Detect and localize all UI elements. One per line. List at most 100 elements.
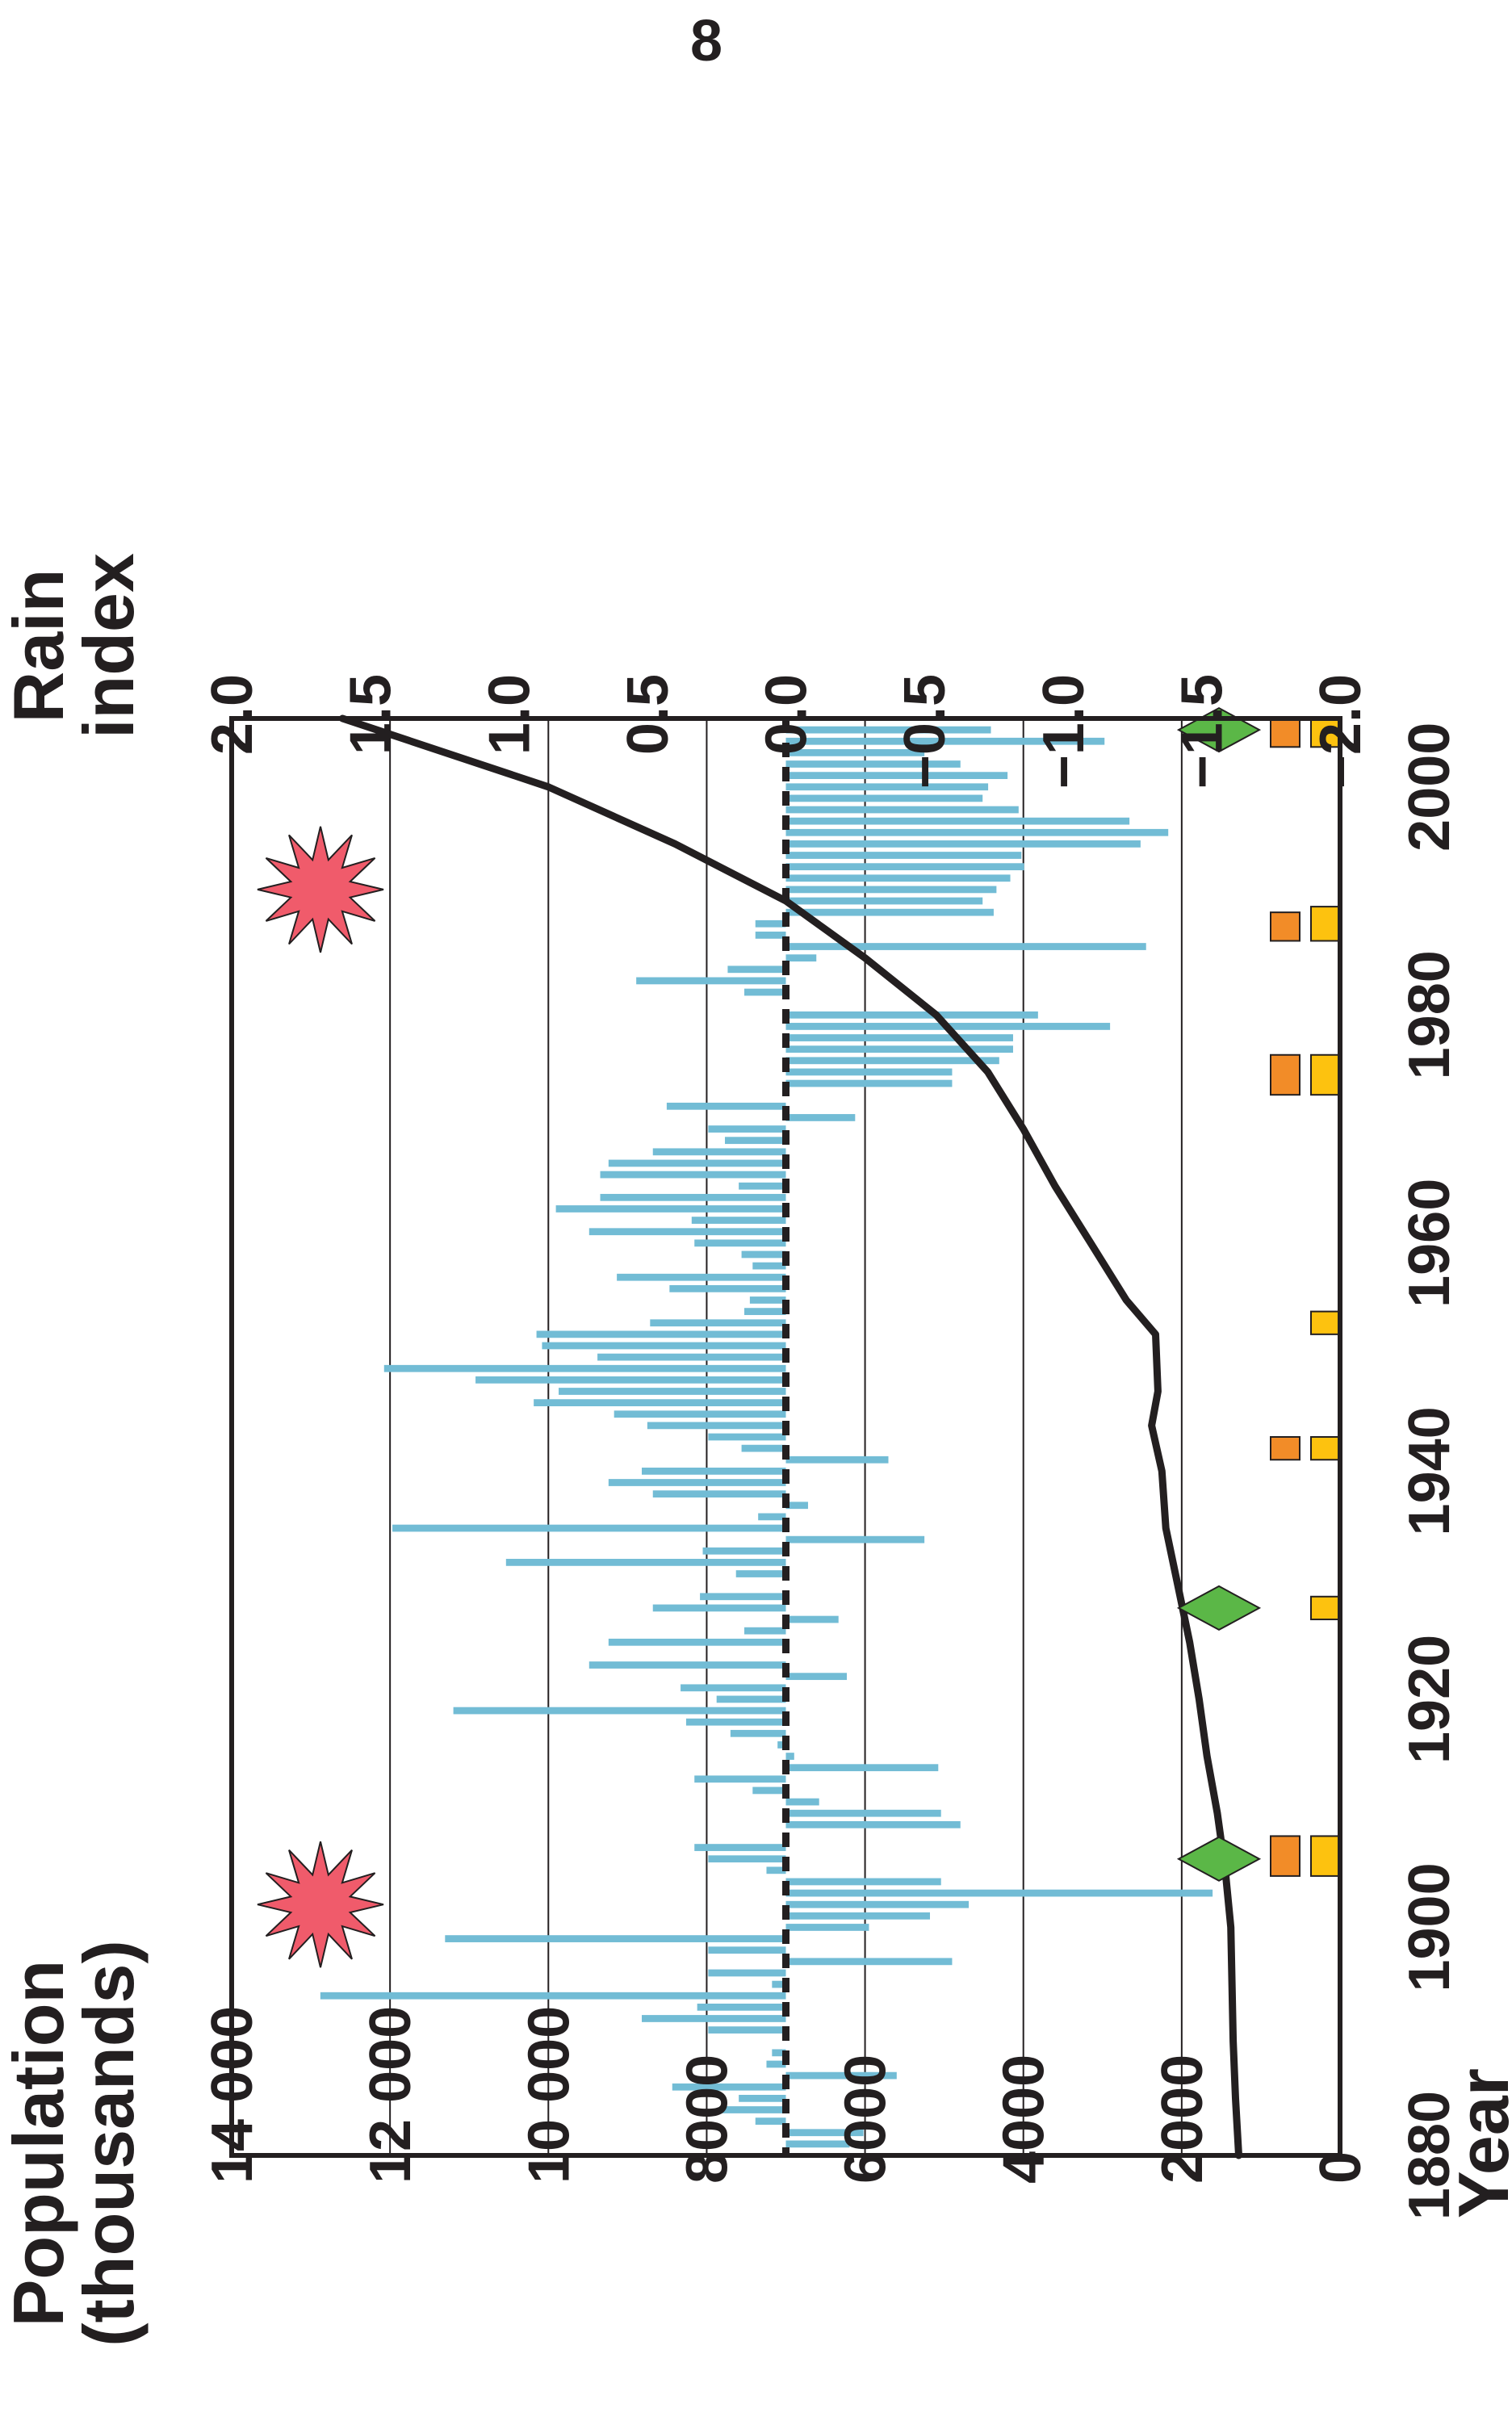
orange-rectangle-icon xyxy=(1270,911,1300,942)
rain-bar xyxy=(694,1239,786,1247)
rain-bar xyxy=(785,1068,953,1076)
orange-rectangle-icon xyxy=(1270,718,1300,748)
rain-bar xyxy=(785,1034,1013,1041)
rain-bar xyxy=(608,1159,786,1167)
green-diamond-icon xyxy=(1176,1836,1262,1882)
population-tick-label: 14 000 xyxy=(200,2006,265,2184)
year-tick-label: 1960 xyxy=(1397,1179,1462,1308)
rain-bar xyxy=(758,1513,786,1521)
population-axis-title-line2: (thousands) xyxy=(69,1940,149,2347)
rain-bar xyxy=(681,1684,786,1692)
population-tick-label: 0 xyxy=(1309,2151,1373,2184)
rain-bar xyxy=(785,1889,1213,1897)
rain-bar xyxy=(785,1502,808,1510)
rain-bar xyxy=(719,2106,786,2113)
rain-tick-label: 0.0 xyxy=(755,674,819,755)
rain-tick-label: −2.0 xyxy=(1309,674,1373,789)
rain-bar xyxy=(392,1524,786,1532)
yellow-rectangle-icon xyxy=(1310,1835,1341,1877)
rain-bar xyxy=(785,1753,794,1760)
orange-rectangle-icon xyxy=(1270,1053,1300,1096)
rain-bar xyxy=(785,1878,941,1886)
rain-bar xyxy=(536,1330,786,1338)
rain-bar xyxy=(785,897,983,905)
rain-bar xyxy=(785,840,1141,848)
rain-bar xyxy=(741,1444,786,1452)
rain-bar xyxy=(785,2140,850,2148)
population-tick-label: 12 000 xyxy=(358,2006,423,2184)
rain-bar xyxy=(505,1559,786,1566)
rain-bar xyxy=(735,1570,786,1577)
year-tick-label: 2000 xyxy=(1397,723,1462,852)
rain-bar xyxy=(708,1125,786,1133)
rain-bar xyxy=(453,1707,786,1715)
yellow-rectangle-icon xyxy=(1310,1310,1341,1335)
rain-bar xyxy=(445,1935,786,1942)
rain-bar xyxy=(785,1673,848,1681)
rain-bar xyxy=(739,1182,786,1190)
rain-bar xyxy=(785,828,1169,836)
rain-tick-label: −1.0 xyxy=(1032,674,1096,789)
rain-bar xyxy=(727,965,786,974)
rain-bar xyxy=(785,1079,953,1087)
rain-bar xyxy=(785,954,817,962)
rain-bar xyxy=(636,977,786,985)
rain-tick-label: 1.0 xyxy=(477,674,542,755)
rain-axis-title-line1: Rain xyxy=(0,569,78,723)
population-tick-label: 10 000 xyxy=(517,2006,581,2184)
orange-rectangle-icon xyxy=(1270,1835,1300,1877)
rain-bar xyxy=(320,1992,786,2000)
population-tick-label: 8000 xyxy=(675,2054,739,2184)
page-number: 8 xyxy=(689,9,723,73)
population-axis-title-line1: Population xyxy=(0,1960,78,2327)
rain-bar xyxy=(652,1604,786,1612)
rain-bar xyxy=(785,1764,939,1772)
rain-bar xyxy=(785,1456,889,1464)
rain-bar xyxy=(785,1809,941,1817)
rain-bar xyxy=(755,932,786,939)
rain-bar xyxy=(752,1262,786,1270)
rain-bar xyxy=(785,1114,856,1121)
rain-bar xyxy=(608,1479,786,1486)
rain-bar xyxy=(739,2094,786,2102)
rain-bar xyxy=(785,794,983,802)
rain-bar xyxy=(785,749,925,756)
rain-bar xyxy=(600,1171,786,1179)
rain-bar xyxy=(785,1798,819,1806)
rain-bar xyxy=(744,1627,786,1635)
rain-bar xyxy=(755,2117,786,2125)
population-tick-label: 2000 xyxy=(1150,2054,1215,2184)
year-tick-label: 1880 xyxy=(1397,2091,1462,2220)
rain-tick-label: −0.5 xyxy=(893,674,957,789)
rain-tick-label: −1.5 xyxy=(1170,674,1234,789)
rain-bar xyxy=(785,874,1011,882)
yellow-rectangle-icon xyxy=(1310,906,1341,942)
rain-bar xyxy=(785,772,1008,780)
rain-bar xyxy=(785,908,994,916)
rain-bar xyxy=(785,1057,999,1065)
rain-bar xyxy=(685,1718,786,1726)
rain-bar xyxy=(542,1342,786,1350)
orange-rectangle-icon xyxy=(1270,1436,1300,1461)
rain-bar xyxy=(708,1433,786,1441)
rain-bar xyxy=(730,1729,786,1737)
rain-index-bars xyxy=(320,726,1213,2148)
rain-bar xyxy=(608,1638,786,1646)
rain-bar xyxy=(772,2049,786,2057)
yellow-rectangle-icon xyxy=(1310,1436,1341,1461)
rain-bar xyxy=(744,1308,786,1315)
rain-bar xyxy=(785,1820,961,1828)
rain-bar xyxy=(559,1388,786,1395)
rain-bar xyxy=(617,1273,786,1281)
rain-bar xyxy=(669,1284,786,1292)
rain-bar xyxy=(785,852,1022,859)
rain-bar xyxy=(694,1844,786,1851)
rain-tick-label: 2.0 xyxy=(200,674,265,755)
year-axis-title: Year xyxy=(1443,2068,1512,2218)
rain-tick-label: 1.5 xyxy=(339,674,404,755)
rain-bar xyxy=(597,1353,786,1361)
rain-bar xyxy=(785,1535,925,1543)
rain-bar xyxy=(785,1011,1038,1019)
rain-bar xyxy=(642,2015,786,2022)
